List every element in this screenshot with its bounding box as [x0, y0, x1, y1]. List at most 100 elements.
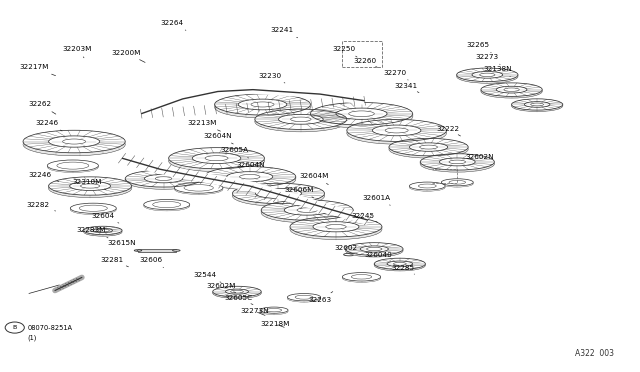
- Text: 32260: 32260: [353, 58, 378, 67]
- Text: 32606M: 32606M: [285, 187, 314, 198]
- Ellipse shape: [84, 226, 122, 235]
- Text: 326040: 326040: [365, 252, 392, 261]
- Ellipse shape: [374, 260, 426, 271]
- Ellipse shape: [134, 250, 142, 251]
- Ellipse shape: [389, 141, 468, 158]
- Text: 32281: 32281: [101, 257, 129, 267]
- Ellipse shape: [212, 288, 261, 298]
- Ellipse shape: [232, 183, 324, 203]
- Ellipse shape: [342, 274, 381, 282]
- Text: 32604: 32604: [92, 213, 119, 223]
- Text: 32273: 32273: [476, 54, 500, 64]
- Ellipse shape: [84, 228, 122, 236]
- Text: 08070-8251A: 08070-8251A: [28, 325, 72, 331]
- Ellipse shape: [212, 286, 261, 297]
- Text: 32262: 32262: [29, 102, 56, 114]
- Text: 32218M: 32218M: [260, 321, 290, 327]
- Ellipse shape: [511, 99, 563, 110]
- Ellipse shape: [47, 161, 99, 173]
- Text: 32246: 32246: [35, 120, 62, 131]
- Circle shape: [5, 322, 24, 333]
- Ellipse shape: [347, 122, 447, 144]
- Text: 32602: 32602: [334, 244, 357, 253]
- Ellipse shape: [410, 183, 445, 191]
- Ellipse shape: [420, 154, 494, 170]
- Text: 32604M: 32604M: [299, 173, 328, 185]
- Ellipse shape: [457, 68, 518, 81]
- Ellipse shape: [442, 180, 473, 187]
- Ellipse shape: [70, 203, 116, 213]
- Ellipse shape: [144, 199, 189, 209]
- Ellipse shape: [290, 219, 382, 240]
- Ellipse shape: [347, 119, 447, 141]
- Ellipse shape: [255, 109, 347, 129]
- Text: 32222: 32222: [436, 126, 461, 136]
- Ellipse shape: [374, 258, 426, 269]
- Text: 32263: 32263: [308, 292, 333, 303]
- Text: 32602M: 32602M: [206, 283, 236, 293]
- Text: 32245: 32245: [352, 213, 378, 222]
- Text: 32606: 32606: [140, 257, 164, 267]
- Ellipse shape: [287, 294, 321, 301]
- Ellipse shape: [125, 170, 202, 187]
- Ellipse shape: [169, 148, 264, 169]
- Ellipse shape: [125, 172, 202, 189]
- Ellipse shape: [481, 84, 542, 98]
- Ellipse shape: [511, 100, 563, 112]
- Ellipse shape: [144, 201, 189, 211]
- Text: 32230: 32230: [259, 73, 285, 83]
- Ellipse shape: [310, 105, 413, 128]
- Text: (1): (1): [28, 335, 37, 341]
- Text: 32604N: 32604N: [204, 133, 233, 144]
- Text: 32341: 32341: [395, 83, 419, 93]
- Text: 32283M: 32283M: [77, 227, 108, 238]
- Ellipse shape: [342, 273, 381, 281]
- Text: 32544: 32544: [193, 272, 221, 282]
- Text: 32246: 32246: [29, 172, 59, 182]
- Ellipse shape: [346, 244, 403, 257]
- Ellipse shape: [310, 102, 413, 125]
- Ellipse shape: [442, 179, 473, 186]
- Ellipse shape: [260, 307, 288, 313]
- Text: 32605A: 32605A: [220, 147, 248, 158]
- Ellipse shape: [49, 179, 132, 198]
- Text: 32310M: 32310M: [72, 179, 106, 190]
- Text: 32273N: 32273N: [241, 308, 269, 315]
- Ellipse shape: [290, 217, 382, 237]
- Ellipse shape: [260, 308, 288, 315]
- Ellipse shape: [173, 250, 180, 251]
- Ellipse shape: [169, 150, 264, 171]
- Ellipse shape: [346, 243, 403, 255]
- Text: 32241: 32241: [270, 28, 298, 38]
- Text: B: B: [13, 325, 17, 330]
- Text: 32264: 32264: [160, 20, 186, 31]
- Ellipse shape: [410, 182, 445, 190]
- Ellipse shape: [23, 130, 125, 153]
- Ellipse shape: [23, 133, 125, 156]
- Ellipse shape: [457, 70, 518, 83]
- Ellipse shape: [174, 184, 223, 195]
- Ellipse shape: [214, 94, 310, 115]
- Text: 32282: 32282: [26, 202, 56, 211]
- Ellipse shape: [49, 177, 132, 195]
- Ellipse shape: [214, 97, 310, 118]
- Text: 32250: 32250: [333, 46, 357, 57]
- Ellipse shape: [389, 138, 468, 156]
- Text: 32601A: 32601A: [362, 195, 390, 205]
- Text: 32270: 32270: [384, 70, 408, 80]
- Ellipse shape: [481, 83, 542, 96]
- Text: 32604N: 32604N: [237, 162, 266, 173]
- Ellipse shape: [255, 112, 347, 132]
- Text: 32217M: 32217M: [19, 64, 56, 76]
- Ellipse shape: [420, 156, 494, 172]
- Text: 32602N: 32602N: [465, 154, 494, 164]
- Text: 32265: 32265: [467, 42, 491, 52]
- Text: 32615N: 32615N: [108, 240, 138, 251]
- Ellipse shape: [261, 202, 353, 223]
- Ellipse shape: [204, 169, 296, 189]
- Text: A322  003: A322 003: [575, 349, 614, 358]
- Ellipse shape: [70, 205, 116, 215]
- Text: 32213M: 32213M: [187, 120, 220, 131]
- Ellipse shape: [47, 160, 99, 171]
- Polygon shape: [138, 249, 176, 252]
